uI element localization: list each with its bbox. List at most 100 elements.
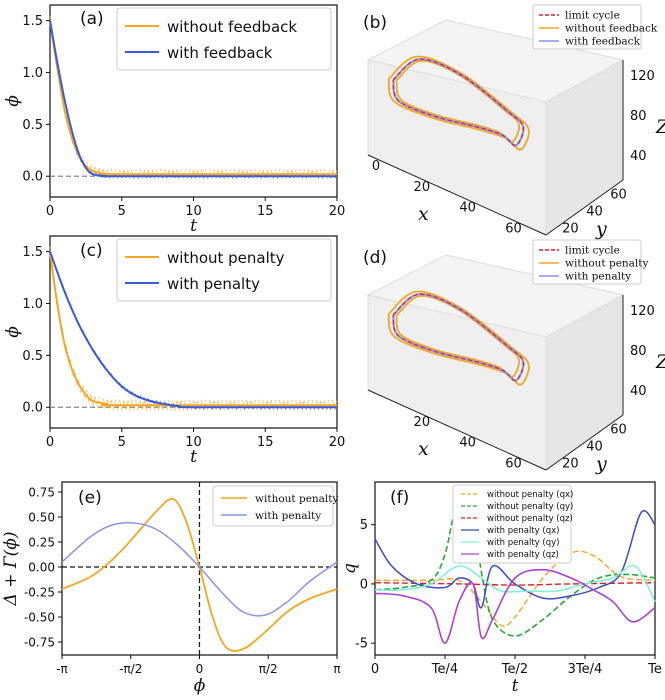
series-line: [49, 251, 338, 409]
y-tick-label: -0.75: [24, 636, 55, 650]
y-tick-label: 20: [562, 222, 579, 237]
x-tick-label: π: [333, 662, 340, 676]
x-axis-label: x: [418, 203, 429, 225]
x-tick-label: 0: [46, 435, 54, 450]
x-axis-line: [367, 154, 547, 236]
panel-label: (c): [80, 241, 103, 261]
trajectory-without: [387, 290, 530, 386]
x-tick-label: 10: [185, 204, 202, 219]
x-axis-label: t: [190, 216, 197, 236]
x-tick-label: 60: [505, 457, 522, 472]
y-tick-label: 0.5: [22, 349, 43, 364]
x-tick-label: 20: [414, 415, 431, 430]
series-line: [374, 568, 656, 645]
z-tick-label: 120: [630, 304, 655, 319]
x-tick-label: π/2: [259, 662, 278, 676]
panel-a: 0 5 10 15 20 0.0 0.5 1.0 1.5 t ϕ (a) without feedbac…: [3, 4, 346, 236]
legend-label: without penalty: [565, 258, 649, 270]
y-tick-label: 1.5: [22, 245, 43, 260]
series-line: [61, 521, 338, 617]
z-tick-label: 120: [630, 69, 655, 84]
y-tick-label: -0.50: [24, 611, 55, 625]
x-tick-label: 3Te/4: [568, 662, 603, 677]
y-tick-label: 40: [586, 205, 603, 220]
y-tick-label: 0.0: [22, 170, 43, 185]
legend-label: without penalty: [167, 249, 285, 267]
legend-box: [532, 4, 642, 50]
series-line: [49, 251, 338, 407]
legend-box: [116, 7, 332, 71]
x-axis-label: ϕ: [194, 676, 206, 696]
legend-label: with penalty: [565, 271, 631, 283]
legend-label: without feedback: [167, 18, 297, 36]
limit-cycle: [392, 293, 525, 382]
legend-label: with feedback: [565, 36, 641, 48]
legend-label: with penalty (qy): [487, 538, 559, 548]
x-tick-label: 0: [196, 662, 204, 676]
x-tick-label: 60: [505, 222, 522, 237]
series-line: [374, 582, 656, 586]
panel-label: (b): [363, 13, 387, 33]
y-tick-label: 40: [586, 440, 603, 455]
y-tick-label: -5: [355, 637, 368, 652]
y-tick-label: 20: [562, 457, 579, 472]
z-tick-label: 40: [630, 384, 647, 399]
x-axis-label: x: [418, 438, 429, 460]
y-tick-label: -0.25: [24, 586, 55, 600]
series-line: [374, 492, 656, 637]
z-tick-label: 80: [630, 344, 647, 359]
series-line: [374, 564, 656, 603]
x-tick-label: 20: [329, 204, 346, 219]
panel-label: (e): [78, 488, 102, 508]
y-tick-label: 0.0: [22, 401, 43, 416]
panel-d: 2040602040604080120xyZ(d)limit cyclewith…: [363, 239, 665, 475]
legend-label: with feedback: [167, 44, 273, 62]
legend-label: limit cycle: [565, 245, 620, 257]
x-tick-label: 5: [118, 435, 126, 450]
legend-label: without penalty (qx): [487, 490, 573, 500]
legend-label: without feedback: [565, 23, 658, 35]
series-line: [49, 20, 337, 178]
y-tick-label: 0.00: [28, 561, 55, 575]
x-tick-label: -π/2: [119, 662, 142, 676]
x-tick-label: Te/4: [431, 662, 458, 677]
y-tick-label: 0.25: [28, 536, 55, 550]
legend-label: without penalty (qz): [487, 514, 573, 524]
z-axis-label: Z: [655, 116, 665, 138]
x-axis-label: t: [512, 676, 519, 696]
legend-box: [452, 484, 572, 564]
x-tick-label: Te/2: [501, 662, 528, 677]
y-axis-line: [545, 179, 624, 236]
legend-box: [532, 239, 642, 285]
z-tick-label: 80: [630, 109, 647, 124]
legend-label: limit cycle: [565, 10, 620, 22]
x-axis-line: [367, 389, 547, 471]
y-axis-label: Δ + Γ(ϕ): [1, 532, 21, 607]
y-tick-label: 60: [610, 422, 627, 437]
panel-label: (d): [363, 248, 387, 268]
y-axis-label: ϕ: [3, 326, 23, 338]
panel-label: (f): [390, 488, 409, 508]
x-tick-label: 20: [329, 435, 346, 450]
limit-cycle: [392, 58, 525, 147]
x-tick-label: 15: [257, 435, 274, 450]
x-tick-label: 40: [459, 436, 476, 451]
legend-label: with penalty: [167, 275, 260, 293]
panel-b: 02040602040604080120xyZ(b)limit cyclewit…: [363, 4, 665, 240]
panel-c: 0 5 10 15 20 0.0 0.5 1.0 1.5 t ϕ (c) without penalty…: [3, 235, 346, 467]
legend-label: without penalty (qy): [487, 502, 573, 512]
legend-box: [116, 238, 332, 302]
legend-label: with penalty (qz): [487, 550, 559, 560]
x-tick-label: -π: [56, 662, 68, 676]
z-tick-label: 40: [630, 149, 647, 164]
series-line: [49, 20, 337, 176]
legend-label: without penalty: [255, 493, 339, 505]
x-axis-label: t: [190, 447, 197, 467]
y-tick-label: 0.75: [28, 486, 55, 500]
x-tick-label: 10: [185, 435, 202, 450]
series-line: [374, 550, 656, 627]
y-tick-label: 0.5: [22, 118, 43, 133]
trajectory-without: [387, 55, 530, 151]
x-tick-label: 15: [257, 204, 274, 219]
